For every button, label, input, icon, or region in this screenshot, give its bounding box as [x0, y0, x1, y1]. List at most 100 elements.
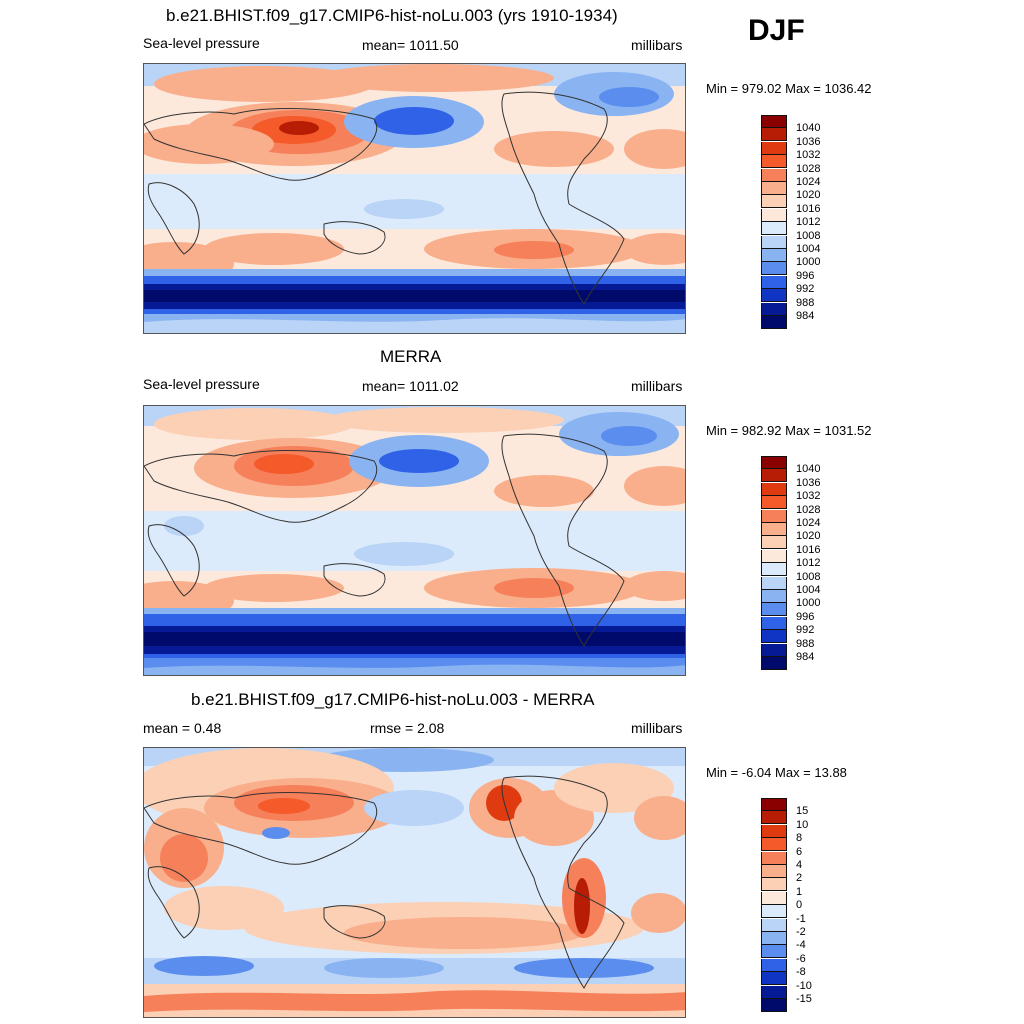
panel-1-minmax: Min = 979.02 Max = 1036.42: [706, 81, 872, 96]
colorbar-swatch: [761, 603, 787, 617]
colorbar-swatch: [761, 838, 787, 852]
colorbar-swatch: [761, 302, 787, 316]
colorbar-tick-label: -10: [796, 979, 812, 992]
colorbar-swatch: [761, 878, 787, 892]
colorbar-swatch: [761, 643, 787, 657]
colorbar-swatch: [761, 456, 787, 469]
panel-3-mean-label: mean = 0.48: [143, 720, 222, 736]
colorbar-tick-label: 1: [796, 885, 803, 898]
colorbar-tick-label: 0: [796, 899, 803, 912]
colorbar-swatch: [761, 905, 787, 919]
colorbar-swatch: [761, 972, 787, 986]
colorbar-swatch: [761, 549, 787, 563]
colorbar-swatch: [761, 128, 787, 142]
panel-2-variable-label: Sea-level pressure: [143, 376, 260, 392]
panel-1-contour-field: [144, 64, 685, 333]
colorbar-tick-label: 1040: [796, 463, 821, 476]
panel-1-mean-label: mean= 1011.50: [362, 37, 459, 53]
panel-2-contour-field: [144, 406, 685, 675]
panel-1-title: b.e21.BHIST.f09_g17.CMIP6-hist-noLu.003 …: [166, 6, 618, 25]
panel-3-units-label: millibars: [631, 720, 683, 736]
colorbar-swatch: [761, 275, 787, 289]
panel-2-units-label: millibars: [631, 378, 683, 394]
colorbar-swatch: [761, 262, 787, 276]
panel-2-mean-label: mean= 1011.02: [362, 378, 459, 394]
colorbar-tick-label: 996: [796, 610, 815, 623]
colorbar-tick-label: -4: [796, 939, 806, 952]
colorbar-swatch: [761, 958, 787, 972]
panel-3-contour-field: [144, 748, 685, 1017]
colorbar-tick-label: 1000: [796, 597, 821, 610]
colorbar-tick-label: 2: [796, 872, 803, 885]
panel-2-minmax: Min = 982.92 Max = 1031.52: [706, 423, 872, 438]
colorbar-swatch: [761, 576, 787, 590]
panel-1-map: [143, 63, 686, 334]
colorbar-swatch: [761, 985, 787, 999]
colorbar-swatch: [761, 469, 787, 483]
panel-2-title: MERRA: [380, 347, 442, 366]
colorbar-swatch: [761, 811, 787, 825]
colorbar-swatch: [761, 851, 787, 865]
panel-1-units-label: millibars: [631, 37, 683, 53]
colorbar-tick-label: 1012: [796, 557, 821, 570]
colorbar-tick-label: 1040: [796, 122, 821, 135]
season-label: DJF: [748, 14, 805, 47]
colorbar-tick-label: 1000: [796, 256, 821, 269]
colorbar-swatch: [761, 141, 787, 155]
colorbar-swatch: [761, 630, 787, 644]
colorbar-swatch: [761, 195, 787, 209]
panel-3-minmax: Min = -6.04 Max = 13.88: [706, 765, 847, 780]
colorbar-tick-label: 4: [796, 859, 803, 871]
colorbar-swatch: [761, 798, 787, 811]
colorbar-tick-label: 6: [796, 845, 803, 858]
colorbar-tick-label: 988: [796, 296, 815, 309]
colorbar-tick-label: 1020: [796, 530, 821, 543]
colorbar-tick-label: 1036: [796, 476, 821, 489]
colorbar-tick-label: 1016: [796, 202, 821, 215]
panel-3-map: [143, 747, 686, 1018]
colorbar-tick-label: 1008: [796, 229, 821, 242]
colorbar-tick-label: 1020: [796, 189, 821, 202]
colorbar-swatch: [761, 616, 787, 630]
colorbar-tick-label: 1016: [796, 543, 821, 556]
colorbar-swatch: [761, 182, 787, 195]
panel-1-variable-label: Sea-level pressure: [143, 35, 260, 51]
colorbar-swatch: [761, 865, 787, 878]
panel-3-title: b.e21.BHIST.f09_g17.CMIP6-hist-noLu.003 …: [191, 690, 595, 709]
colorbar-swatch: [761, 999, 787, 1012]
colorbar-tick-label: 1036: [796, 135, 821, 148]
colorbar-swatch: [761, 918, 787, 932]
panel-2-map: [143, 405, 686, 676]
colorbar-tick-label: 10: [796, 818, 809, 831]
colorbar-swatch: [761, 496, 787, 510]
colorbar-tick-label: 988: [796, 637, 815, 650]
colorbar-swatch: [761, 115, 787, 128]
colorbar-swatch: [761, 208, 787, 222]
colorbar-tick-label: 984: [796, 651, 815, 663]
colorbar-tick-label: 992: [796, 283, 815, 296]
colorbar-tick-label: 1004: [796, 584, 821, 596]
colorbar-swatch: [761, 657, 787, 670]
colorbar-tick-label: 1012: [796, 216, 821, 229]
colorbar-tick-label: 1024: [796, 176, 821, 188]
colorbar-swatch: [761, 824, 787, 838]
colorbar-swatch: [761, 932, 787, 945]
colorbar-swatch: [761, 523, 787, 536]
colorbar-swatch: [761, 235, 787, 249]
colorbar-tick-label: -6: [796, 952, 806, 965]
colorbar-tick-label: 1008: [796, 570, 821, 583]
colorbar-tick-label: 1028: [796, 162, 821, 175]
colorbar-tick-label: 992: [796, 624, 815, 637]
colorbar-swatch: [761, 482, 787, 496]
colorbar-tick-label: -15: [796, 993, 812, 1005]
colorbar-swatch: [761, 536, 787, 550]
colorbar-swatch: [761, 563, 787, 577]
colorbar-swatch: [761, 590, 787, 603]
colorbar-tick-label: 1024: [796, 517, 821, 529]
colorbar-swatch: [761, 168, 787, 182]
colorbar-swatch: [761, 945, 787, 959]
colorbar-tick-label: 1004: [796, 243, 821, 255]
colorbar-tick-label: -8: [796, 966, 806, 979]
colorbar-swatch: [761, 155, 787, 169]
colorbar-tick-label: -2: [796, 926, 806, 938]
